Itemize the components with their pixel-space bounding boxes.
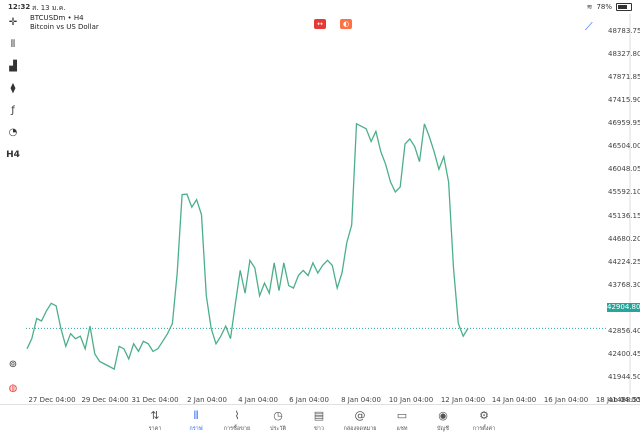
nav-history[interactable]: ◷ ประวัติ (253, 409, 303, 433)
nav-account[interactable]: ◉ บัญชี (418, 409, 468, 433)
chart-icon: ⫴ (193, 409, 199, 422)
nav-trade[interactable]: ⌇ การซื้อขาย (212, 409, 262, 433)
time-tick-label: 29 Dec 04:00 (81, 396, 129, 404)
settings-sliders-icon[interactable]: ⧫ (10, 83, 16, 94)
nav-quotes[interactable]: ⇅ ราคา (130, 409, 180, 433)
symbol-info: BTCUSDm • H4 Bitcoin vs US Dollar (30, 14, 99, 31)
time-tick-label: 8 Jan 04:00 (341, 396, 381, 404)
nav-label: กล่องจดหมาย (343, 426, 377, 432)
price-tick-label: 46048.05 (608, 165, 640, 174)
nav-label: กราฟ (189, 426, 203, 432)
price-tick-label: 47415.90 (608, 96, 640, 105)
shapes-icon[interactable]: ◔ (8, 127, 18, 138)
nav-label: ประวัติ (269, 426, 287, 432)
time-tick-label: 6 Jan 04:00 (289, 396, 329, 404)
time-tick-label: 4 Jan 04:00 (238, 396, 278, 404)
nav-label: ข่าว (314, 426, 324, 432)
nav-label: แชท (396, 426, 408, 432)
sell-icon[interactable]: ↔ (314, 19, 326, 29)
time-tick-label: 10 Jan 04:00 (388, 396, 434, 404)
clock: 12:32 (8, 3, 31, 11)
draw-pen-icon[interactable]: ⟋ (585, 20, 593, 33)
chart-svg (26, 14, 631, 394)
time-tick-label: 27 Dec 04:00 (28, 396, 76, 404)
indicator-icon[interactable]: ▟ (9, 61, 17, 72)
symbol-name: BTCUSDm • H4 (30, 14, 84, 22)
time-tick-label: 14 Jan 04:00 (491, 396, 537, 404)
status-right: ≋ 78% (587, 3, 632, 11)
one-click-icon[interactable]: ◐ (340, 19, 352, 29)
mailbox-icon: @ (354, 409, 366, 422)
candle-type-icon[interactable]: ⫴ (10, 39, 16, 50)
nav-label: การซื้อขาย (223, 426, 251, 432)
price-tick-label: 48327.80 (608, 50, 640, 59)
price-tick-label: 46504.00 (608, 142, 640, 151)
history-icon: ◷ (273, 409, 283, 422)
price-tick-label: 45592.10 (608, 188, 640, 197)
symbol-description: Bitcoin vs US Dollar (30, 23, 99, 31)
price-tick-label: 42400.45 (608, 349, 640, 358)
chat-icon: ▭ (396, 409, 408, 422)
price-tick-label: 43768.30 (608, 280, 640, 289)
price-tick-label: 44680.20 (608, 234, 640, 243)
nav-news[interactable]: ▤ ข่าว (294, 409, 344, 433)
nav-chat[interactable]: ▭ แชท (377, 409, 427, 433)
nav-label: การตั้งค่า (472, 426, 496, 432)
price-line-series (26, 122, 469, 371)
battery-text: 78% (596, 3, 612, 11)
account-icon: ◉ (438, 409, 448, 422)
price-tick-label: 48783.75 (608, 27, 640, 35)
price-tick-label: 42856.40 (608, 326, 640, 335)
nav-chart[interactable]: ⫴ กราฟ (171, 409, 221, 433)
battery-icon (616, 3, 632, 11)
price-chart[interactable] (26, 14, 640, 406)
status-bar: 12:32 ส. 13 ม.ค. ≋ 78% (0, 0, 640, 14)
news-icon: ▤ (313, 409, 325, 422)
time-tick-label: 31 Dec 04:00 (131, 396, 179, 404)
wifi-icon: ≋ (586, 3, 593, 11)
price-tick-label: 41944.50 (608, 372, 640, 381)
time-tick-label: 16 Jan 04:00 (543, 396, 589, 404)
price-tick-label: 46959.95 (608, 119, 640, 128)
crosshair-icon[interactable]: ✛ (8, 17, 18, 28)
bottom-nav: ⇅ ราคา ⫴ กราฟ ⌇ การซื้อขาย ◷ ประวัติ ▤ ข่าว @ กล่อง… (0, 404, 640, 448)
current-price-tag: 42904.80 (607, 303, 640, 312)
function-icon[interactable]: ƒ (11, 105, 15, 116)
zoom-icon[interactable]: ⊚ (8, 359, 18, 370)
left-toolbar: ✛ ⫴ ▟ ⧫ ƒ ◔ H4 ⊚ ◍ (0, 14, 26, 434)
time-tick-label: 18 Jan 04:00 (595, 396, 640, 404)
date: ส. 13 ม.ค. (32, 4, 66, 12)
time-tick-label: 2 Jan 04:00 (187, 396, 227, 404)
brand-icon[interactable]: ◍ (8, 383, 18, 394)
settings-icon: ⚙ (479, 409, 489, 422)
time-tick-label: 12 Jan 04:00 (440, 396, 486, 404)
nav-mailbox[interactable]: @ กล่องจดหมาย (335, 409, 385, 433)
nav-label: ราคา (148, 426, 162, 432)
timeframe-button[interactable]: H4 (6, 150, 20, 160)
price-tick-label: 44224.25 (608, 257, 640, 266)
nav-settings[interactable]: ⚙ การตั้งค่า (459, 409, 509, 433)
nav-label: บัญชี (437, 426, 449, 432)
quotes-icon: ⇅ (150, 409, 160, 422)
trade-icon: ⌇ (234, 409, 240, 422)
price-tick-label: 47871.85 (608, 73, 640, 82)
price-tick-label: 41488.55 (608, 396, 640, 404)
price-tick-label: 45136.15 (608, 211, 640, 220)
